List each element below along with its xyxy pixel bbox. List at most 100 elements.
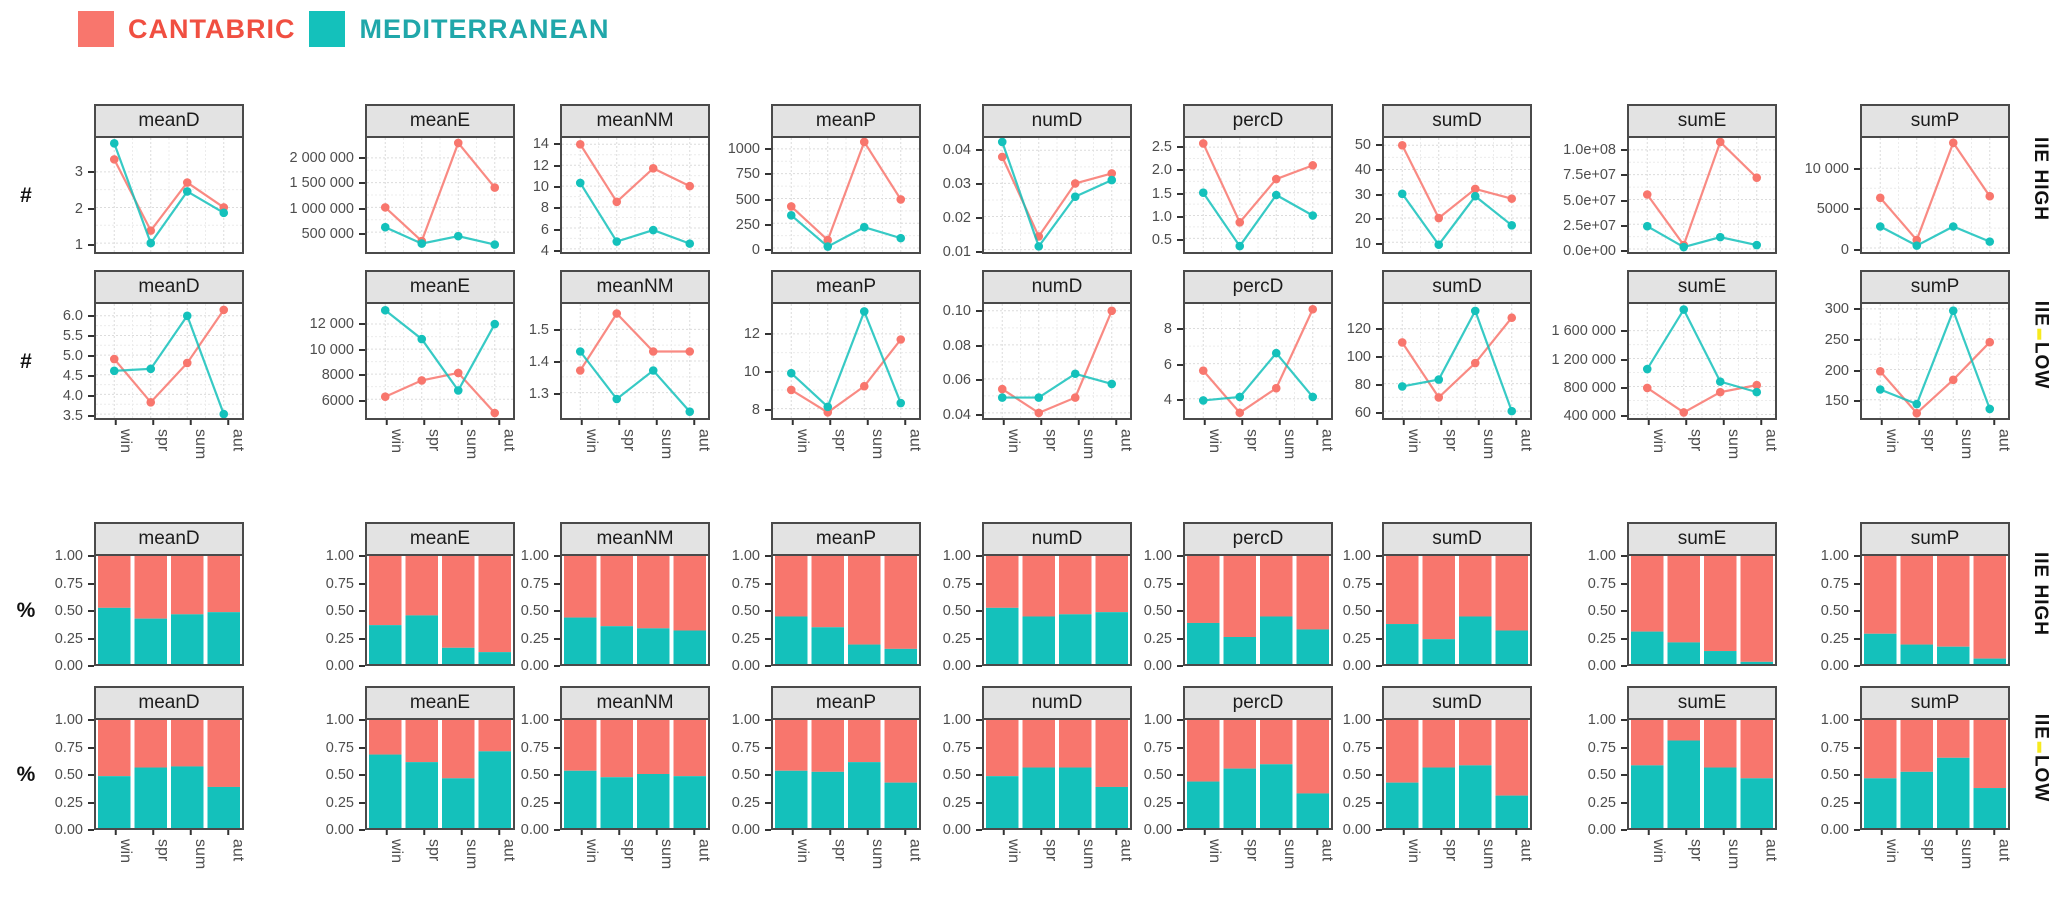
y-tick-mark	[1177, 327, 1183, 330]
y-axis-labels: 500 000 1 000 000 1 500 000 2 000 000	[247, 138, 365, 254]
data-point-cantabric	[1198, 366, 1208, 375]
plot-area-meanP	[771, 720, 921, 830]
facet-header-meanE: meanE	[365, 686, 515, 720]
bar-segment-cantabric	[1187, 720, 1220, 782]
facet-header-percD: percD	[1183, 522, 1333, 556]
y-tick-mark	[1177, 719, 1183, 721]
x-tick-label: spr	[1042, 429, 1059, 452]
bar-segment-cantabric	[1937, 556, 1970, 647]
y-tick-label: 500 000	[301, 225, 354, 242]
bar-segment-cantabric	[1631, 556, 1664, 632]
bar-segment-mediterranean	[207, 786, 240, 828]
facet-panel-numD-lines-iie-high: numD	[982, 104, 1132, 254]
x-axis-labels: win spr sum aut	[1402, 830, 1534, 869]
y-tick-label: 0.75	[731, 575, 760, 592]
y-tick-mark	[1854, 801, 1860, 804]
x-axis-labels: win spr sum aut	[1203, 830, 1335, 869]
bar-segment-mediterranean	[98, 607, 131, 664]
facet-panel-percD-bars-iie-high: percD	[1183, 522, 1333, 666]
y-tick-label: 0.25	[1342, 630, 1371, 647]
y-tick-label: 0.50	[520, 602, 549, 619]
y-tick-mark	[1621, 249, 1627, 252]
y-tick-label: 1 200 000	[1551, 351, 1616, 368]
y-tick-mark	[765, 371, 771, 374]
y-tick-mark	[554, 774, 560, 776]
yellow-underscore-highlight	[2037, 328, 2041, 340]
facet-panel-numD-lines-iie-low: numD	[982, 270, 1132, 420]
data-point-mediterranean	[453, 231, 463, 241]
facet-unit-numD: 0.00 0.25 0.50 0.75 1.00 numD	[924, 686, 1132, 837]
line-series-mediterranean	[1879, 225, 1991, 247]
row-strip-label-bars-iie-low: IIELOW	[2030, 713, 2051, 803]
data-point-mediterranean	[1912, 241, 1922, 250]
facet-title: meanP	[815, 276, 877, 297]
bar-segment-mediterranean	[171, 614, 204, 664]
data-point-mediterranean	[823, 242, 833, 251]
bar-plot-sumE	[1631, 556, 1773, 664]
axis-unit-gutter: %	[6, 522, 46, 666]
y-tick-mark	[88, 829, 94, 831]
line-series-cantabric	[1202, 308, 1314, 415]
x-axis-spacer	[521, 420, 563, 487]
bar-plot-meanP	[775, 720, 917, 828]
line-plot-meanP	[773, 304, 919, 418]
line-series-mediterranean	[790, 214, 902, 248]
y-axis-labels: 60 80 100 120	[1336, 304, 1382, 420]
data-point-mediterranean	[1308, 392, 1318, 402]
x-axis-unit: win spr sum aut	[1138, 830, 1336, 897]
x-axis-labels: win spr sum aut	[1402, 420, 1534, 459]
y-tick-label: 0.00	[520, 821, 549, 838]
facet-title: meanP	[815, 110, 877, 131]
bar-segment-cantabric	[1740, 556, 1773, 662]
y-tick-mark	[554, 328, 560, 331]
facet-row-bars-iie-low: % 0.00 0.25 0.50 0.75 1.00 meanD 0.00 0.25 0.50 0.…	[6, 686, 2067, 837]
y-tick-mark	[1376, 610, 1382, 612]
y-tick-label: 0.00	[54, 821, 83, 838]
y-tick-label: 1.4	[528, 353, 549, 370]
y-tick-mark	[765, 801, 771, 804]
data-point-cantabric	[575, 366, 585, 375]
y-tick-label: 8000	[321, 367, 354, 384]
legend: CANTABRIC MEDITERRANEAN	[78, 8, 2067, 50]
bar-segment-cantabric	[637, 556, 670, 629]
y-axis-labels: 0.00 0.25 0.50 0.75 1.00	[1336, 713, 1382, 837]
data-point-mediterranean	[859, 222, 869, 232]
data-point-cantabric	[1642, 383, 1652, 393]
y-tick-mark	[1177, 665, 1183, 667]
bar-segment-mediterranean	[1022, 767, 1055, 828]
bar-segment-mediterranean	[1900, 644, 1933, 664]
y-tick-label: 0.75	[1342, 739, 1371, 756]
y-tick-label: 0.25	[1820, 794, 1849, 811]
data-point-cantabric	[1397, 140, 1407, 150]
y-tick-label: 0.25	[942, 630, 971, 647]
y-tick-mark	[554, 801, 560, 804]
data-point-mediterranean	[786, 211, 796, 220]
x-axis-labels: win spr sum aut	[385, 830, 517, 869]
line-series-cantabric	[113, 309, 225, 404]
bar-segment-mediterranean	[1495, 630, 1528, 664]
x-tick-label: win	[793, 838, 810, 863]
facet-unit-numD: 0.04 0.06 0.08 0.10 numD	[924, 270, 1132, 422]
facet-unit-numD: 0.01 0.02 0.03 0.04 numD	[924, 104, 1132, 258]
x-axis-unit: win spr sum aut	[927, 830, 1135, 897]
bar-segment-mediterranean	[848, 762, 881, 828]
x-axis-cell-meanD: win spr sum aut	[97, 420, 247, 487]
y-tick-mark	[976, 344, 982, 347]
facet-title: meanE	[409, 528, 471, 549]
facet-title: percD	[1232, 528, 1284, 549]
bar-segment-cantabric	[600, 556, 633, 627]
y-axis-labels: 6000 8000 10 000 12 000	[247, 304, 365, 420]
y-tick-label: 0.50	[325, 602, 354, 619]
facet-row-lines-iie-low: #3.5 4.0 4.5 5.0 5.5 6.0 meanD 6000 8000 10 000 12…	[6, 270, 2067, 423]
data-point-cantabric	[648, 164, 658, 173]
bar-segment-cantabric	[986, 556, 1019, 608]
plot-area-sumE	[1627, 556, 1777, 666]
bar-segment-mediterranean	[1296, 629, 1329, 664]
line-series-cantabric	[1401, 144, 1513, 220]
y-tick-label: 10	[743, 364, 760, 381]
bar-segment-mediterranean	[442, 647, 475, 664]
facet-header-sumD: sumD	[1382, 686, 1532, 720]
line-series-mediterranean	[1001, 141, 1113, 249]
legend-label-cantabric: CANTABRIC	[128, 13, 296, 44]
